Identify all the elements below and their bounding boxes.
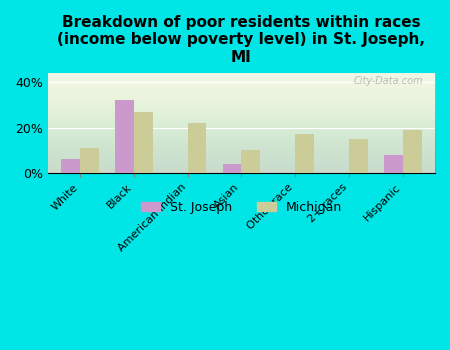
Bar	[349, 139, 368, 173]
Bar	[134, 112, 153, 173]
Bar	[115, 100, 134, 173]
Bar	[403, 130, 422, 173]
Bar	[384, 155, 403, 173]
Bar	[61, 160, 80, 173]
Bar	[188, 123, 207, 173]
Text: City-Data.com: City-Data.com	[354, 76, 423, 86]
Bar	[223, 164, 241, 173]
Bar	[241, 150, 260, 173]
Title: Breakdown of poor residents within races
(income below poverty level) in St. Jos: Breakdown of poor residents within races…	[57, 15, 425, 65]
Bar	[295, 134, 314, 173]
Legend: St. Joseph, Michigan: St. Joseph, Michigan	[136, 196, 347, 219]
Bar	[80, 148, 99, 173]
